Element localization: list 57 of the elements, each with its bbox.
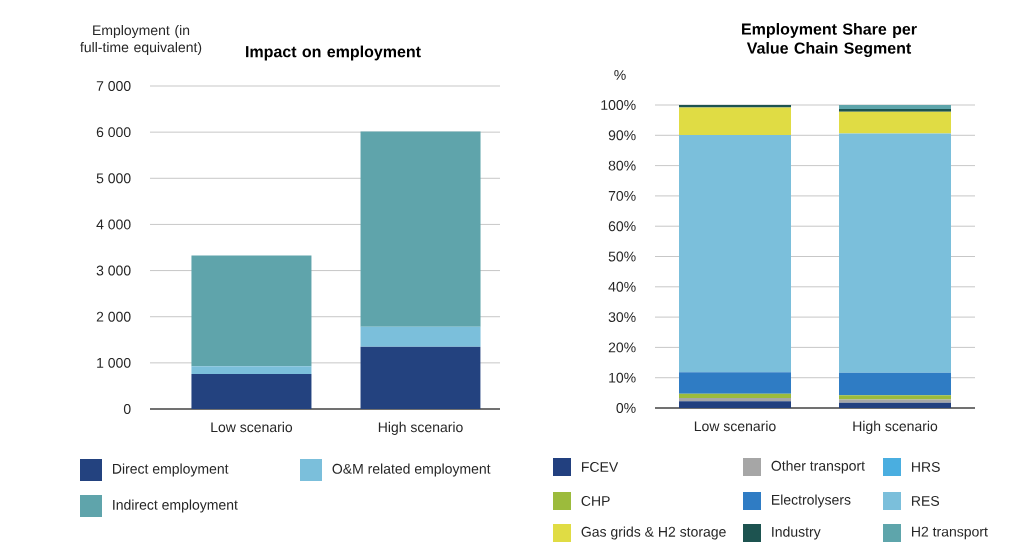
legend-label: HRS: [912, 462, 940, 472]
x-tick-label: Low scenario: [211, 421, 293, 433]
x-tick-label: High scenario: [853, 420, 938, 434]
y-tick-label: 0: [123, 404, 131, 414]
x-tick-label: Low scenario: [694, 420, 776, 432]
chart-title: Employment Share per Value Chain Segment: [742, 23, 917, 57]
legend-label: Industry: [772, 526, 821, 540]
bar: [191, 255, 312, 367]
bar: [839, 402, 952, 408]
y-tick-label: 1 000: [97, 357, 131, 368]
bar: [839, 133, 952, 373]
y-tick-label: 30%: [608, 312, 636, 323]
legend-label: RES: [912, 496, 940, 506]
bar: [679, 372, 792, 394]
bar: [679, 135, 792, 373]
bar: [679, 398, 792, 402]
legend-label: Other transport: [771, 460, 865, 474]
y-tick-label: 20%: [608, 342, 636, 353]
bar: [679, 393, 792, 399]
legend-label: Indirect employment: [113, 499, 238, 513]
bar: [360, 346, 481, 409]
legend-label: FCEV: [582, 462, 619, 472]
bar: [679, 107, 792, 135]
legend-label: H2 transport: [912, 526, 988, 540]
legend-label: CHP: [581, 496, 610, 506]
y-tick-label: 3 000: [96, 265, 131, 276]
y-tick-label: 90%: [608, 130, 636, 141]
chart-title: Impact on employment: [246, 45, 421, 61]
y-tick-label: 2 000: [96, 311, 131, 322]
bar: [191, 373, 312, 409]
y-tick-label: 0%: [616, 403, 636, 413]
bar: [839, 111, 952, 134]
bar: [191, 366, 312, 374]
y-tick-label: 70%: [608, 190, 636, 201]
y-tick-label: 50%: [608, 251, 636, 262]
bar: [839, 399, 952, 403]
bar: [360, 131, 481, 327]
y-tick-label: 6 000: [96, 127, 131, 138]
y-tick-label: 4 000: [96, 219, 131, 230]
legend-label: Direct employment: [113, 463, 229, 477]
y-axis-title: %: [614, 70, 626, 80]
y-tick-label: 40%: [608, 281, 636, 292]
bar: [360, 326, 481, 347]
bar: [839, 372, 952, 396]
y-tick-label: 10%: [609, 372, 636, 383]
bar: [679, 401, 792, 408]
y-tick-label: 100%: [601, 100, 636, 110]
bar: [839, 395, 952, 400]
legend-label: Gas grids & H2 storage: [581, 526, 726, 540]
legend-label: Electrolysers: [772, 494, 851, 508]
y-tick-label: 5 000: [96, 173, 131, 184]
legend-label: O&M related employment: [332, 463, 491, 477]
x-tick-label: High scenario: [378, 421, 463, 435]
y-tick-label: 7 000: [96, 81, 131, 91]
y-tick-label: 80%: [608, 160, 636, 171]
y-axis-title: Employment (in full-time equivalent): [80, 24, 202, 56]
y-tick-label: 60%: [608, 221, 636, 232]
